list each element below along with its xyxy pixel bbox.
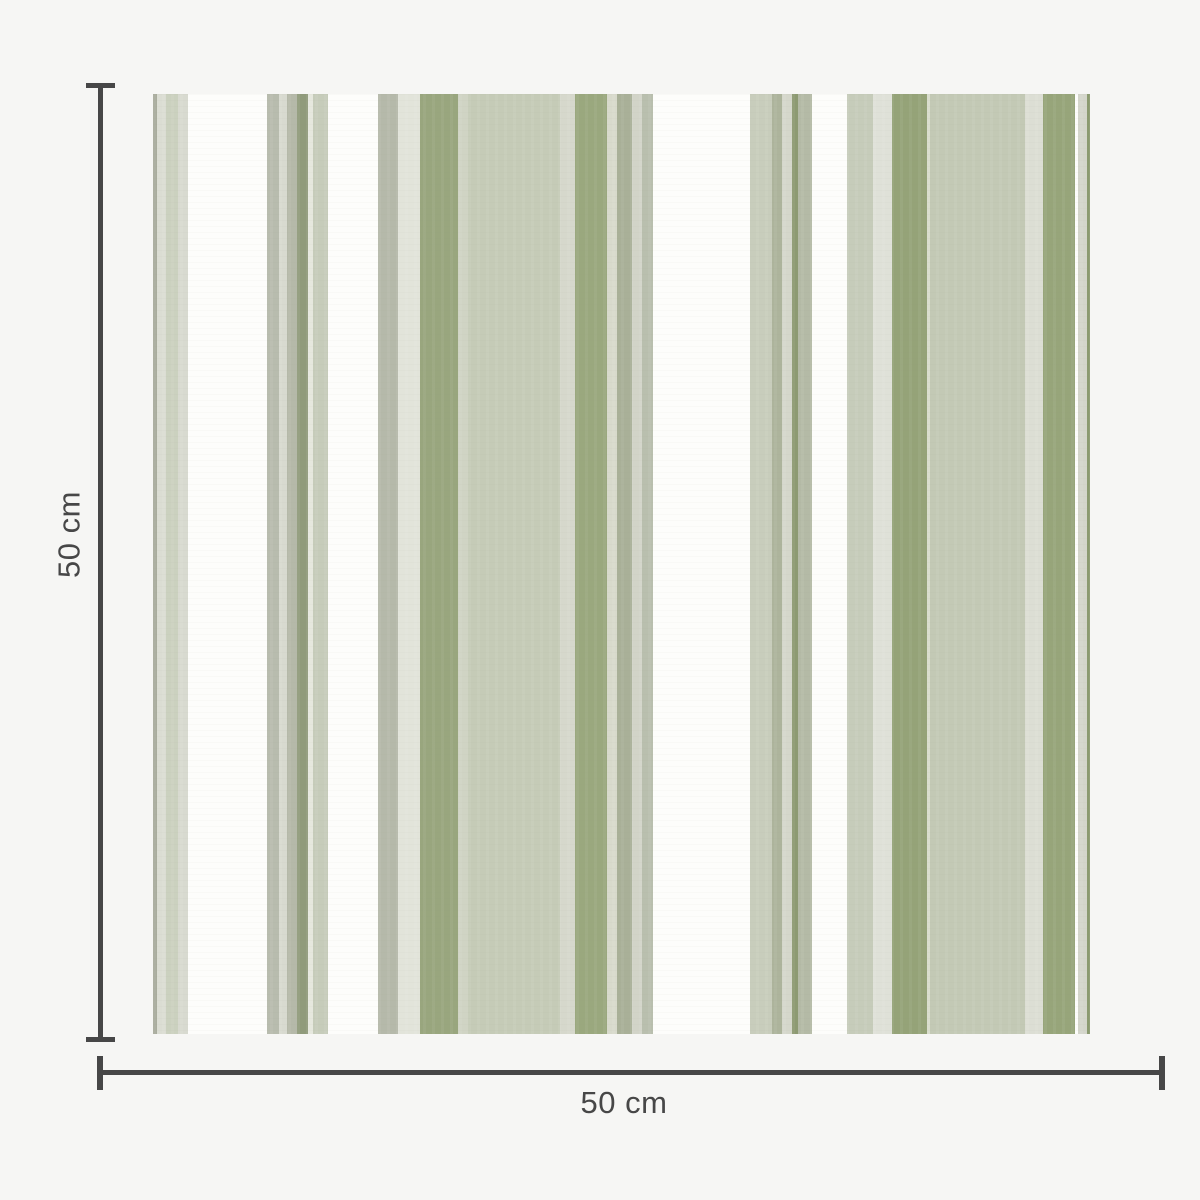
wallpaper-stripe: [930, 94, 1025, 1034]
wallpaper-stripe: [279, 94, 287, 1034]
wallpaper-stripe: [468, 94, 560, 1034]
wallpaper-stripe: [420, 94, 458, 1034]
horizontal-dimension-line: [100, 1070, 1163, 1075]
vertical-dimension-cap-bottom: [86, 1037, 115, 1042]
height-dimension-label: 50 cm: [51, 491, 87, 578]
wallpaper-stripe: [287, 94, 297, 1034]
wallpaper-stripe: [575, 94, 607, 1034]
wallpaper-stripe: [178, 94, 188, 1034]
wallpaper-stripe: [378, 94, 398, 1034]
wallpaper-stripe: [308, 94, 313, 1034]
wallpaper-stripe: [1025, 94, 1043, 1034]
wallpaper-stripe: [398, 94, 420, 1034]
wallpaper-stripe: [927, 94, 930, 1034]
wallpaper-stripe: [1043, 94, 1075, 1034]
wallpaper-stripe: [607, 94, 617, 1034]
wallpaper-stripe: [458, 94, 468, 1034]
wallpaper-stripe: [847, 94, 873, 1034]
wallpaper-stripe: [873, 94, 892, 1034]
wallpaper-stripe: [798, 94, 812, 1034]
wallpaper-stripe: [642, 94, 653, 1034]
wallpaper-stripe: [617, 94, 632, 1034]
wallpaper-stripe: [782, 94, 792, 1034]
wallpaper-swatch: [153, 94, 1090, 1034]
wallpaper-swatch-stripes: [153, 94, 1090, 1034]
wallpaper-stripe: [166, 94, 178, 1034]
wallpaper-stripe: [157, 94, 166, 1034]
wallpaper-stripe: [792, 94, 798, 1034]
wallpaper-stripe: [1087, 94, 1090, 1034]
wallpaper-stripe: [267, 94, 279, 1034]
wallpaper-stripe: [892, 94, 927, 1034]
wallpaper-stripe: [297, 94, 308, 1034]
wallpaper-stripe: [750, 94, 772, 1034]
vertical-dimension-cap-top: [86, 83, 115, 88]
wallpaper-stripe: [632, 94, 642, 1034]
wallpaper-stripe: [772, 94, 782, 1034]
wallpaper-stripe: [560, 94, 575, 1034]
wallpaper-stripe: [153, 94, 157, 1034]
wallpaper-stripe: [1078, 94, 1087, 1034]
horizontal-dimension-cap-left: [97, 1056, 103, 1090]
horizontal-dimension-cap-right: [1159, 1056, 1165, 1090]
vertical-dimension-line: [98, 85, 103, 1040]
wallpaper-stripe: [313, 94, 328, 1034]
width-dimension-label: 50 cm: [580, 1085, 668, 1120]
